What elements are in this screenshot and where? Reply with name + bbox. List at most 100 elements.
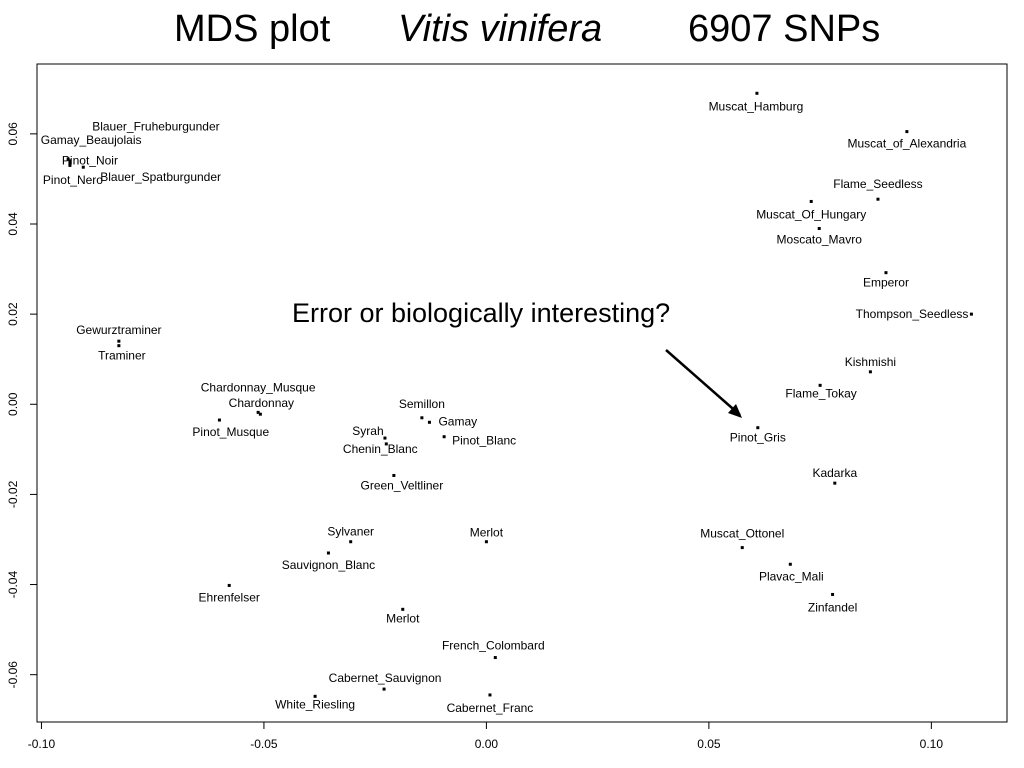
data-point [756,426,760,430]
annotation-arrowhead [728,404,742,418]
point-label: Gamay [438,414,477,428]
data-point [755,91,759,95]
data-point [969,312,973,316]
data-point [427,420,431,424]
data-point [227,583,231,587]
data-point [442,435,446,439]
point-label: Kadarka [812,466,857,480]
point-label: Semillon [399,397,445,411]
point-label: Muscat_Of_Hungary [756,207,866,221]
point-label: Muscat_Ottonel [700,527,784,541]
point-label: Moscato_Mavro [777,233,863,247]
point-label: Pinot_Nero [43,173,103,187]
data-point [884,271,888,275]
point-label: Chardonnay_Musque [201,380,316,394]
annotation-arrow [665,349,741,416]
data-point [326,551,330,555]
point-label: Gewurztraminer [76,323,161,337]
x-tick-label: 0.00 [475,737,499,751]
data-point [383,436,387,440]
title-method: MDS plot [174,8,331,50]
data-point [493,656,497,660]
data-point [217,418,221,422]
chart-title: MDS plot Vitis vinifera 6907 SNPs [0,8,1024,60]
point-label: Thompson_Seedless [856,307,969,321]
x-tick-label: -0.10 [28,737,56,751]
point-label: Pinot_Gris [730,431,786,445]
annotation-text: Error or biologically interesting? [292,298,671,328]
title-species: Vitis vinifera [398,8,603,50]
point-label: Muscat_Hamburg [709,99,804,113]
data-point [809,199,813,203]
point-label: Plavac_Mali [759,569,824,583]
point-label: Muscat_of_Alexandria [848,137,967,151]
data-points [66,91,973,698]
y-tick-label: -0.06 [6,661,20,689]
data-point [68,161,72,165]
point-label: White_Riesling [275,697,355,711]
data-point [833,481,837,485]
point-label: Blauer_Fruheburgunder [92,120,219,134]
point-label: Gamay_Beaujolais [41,133,142,147]
y-tick-label: 0.04 [6,212,20,236]
x-tick-label: -0.05 [250,737,278,751]
data-point [401,607,405,611]
point-label: Chenin_Blanc [343,442,418,456]
y-tick-label: 0.00 [6,392,20,416]
point-label: Ehrenfelser [199,590,260,604]
data-point [117,344,121,348]
point-label: French_Colombard [442,639,545,653]
point-label: Syrah [352,424,383,438]
x-tick-label: 0.10 [920,737,944,751]
data-point [81,165,85,169]
point-label: Zinfandel [808,600,857,614]
x-axis: -0.10 -0.05 0.00 0.05 0.10 [28,722,944,751]
point-label: Cabernet_Sauvignon [329,671,442,685]
y-tick-label: 0.06 [6,122,20,146]
data-point [117,339,121,343]
point-label: Sylvaner [327,525,374,539]
point-label: Chardonnay [229,396,294,410]
plot-frame [36,63,1008,723]
data-point [349,540,353,544]
data-point [831,592,835,596]
data-point [258,412,262,416]
point-label: Sauvignon_Blanc [282,558,375,572]
data-point [876,197,880,201]
data-point [68,163,72,167]
point-label: Traminer [98,349,146,363]
point-label: Merlot [470,526,504,540]
data-point [740,546,744,550]
data-point [868,370,872,374]
data-point [484,540,488,544]
data-point [488,693,492,697]
x-tick-label: 0.05 [697,737,721,751]
point-label: Cabernet_Franc [447,701,534,715]
data-point [788,562,792,566]
data-point [66,157,70,161]
data-point [392,473,396,477]
data-point [382,687,386,691]
data-point [68,159,72,163]
point-label: Flame_Tokay [785,386,856,400]
point-label: Pinot_Musque [192,425,269,439]
data-point [256,410,260,414]
point-label: Pinot_Noir [62,153,118,167]
point-label: Green_Veltliner [360,478,443,492]
data-point [818,383,822,387]
data-point [384,442,388,446]
data-point [313,694,317,698]
point-label: Blauer_Spatburgunder [100,170,221,184]
point-label: Pinot_Blanc [452,434,516,448]
point-label: Flame_Seedless [833,177,922,191]
point-label: Merlot [386,611,420,625]
data-point [420,416,424,420]
point-label: Kishmishi [845,355,896,369]
y-tick-label: -0.02 [6,480,20,508]
point-label: Emperor [863,276,909,290]
y-axis: -0.06 -0.04 -0.02 0.00 0.02 0.04 0.06 [6,122,37,689]
title-snp-count: 6907 SNPs [688,8,881,50]
data-point [905,130,909,134]
